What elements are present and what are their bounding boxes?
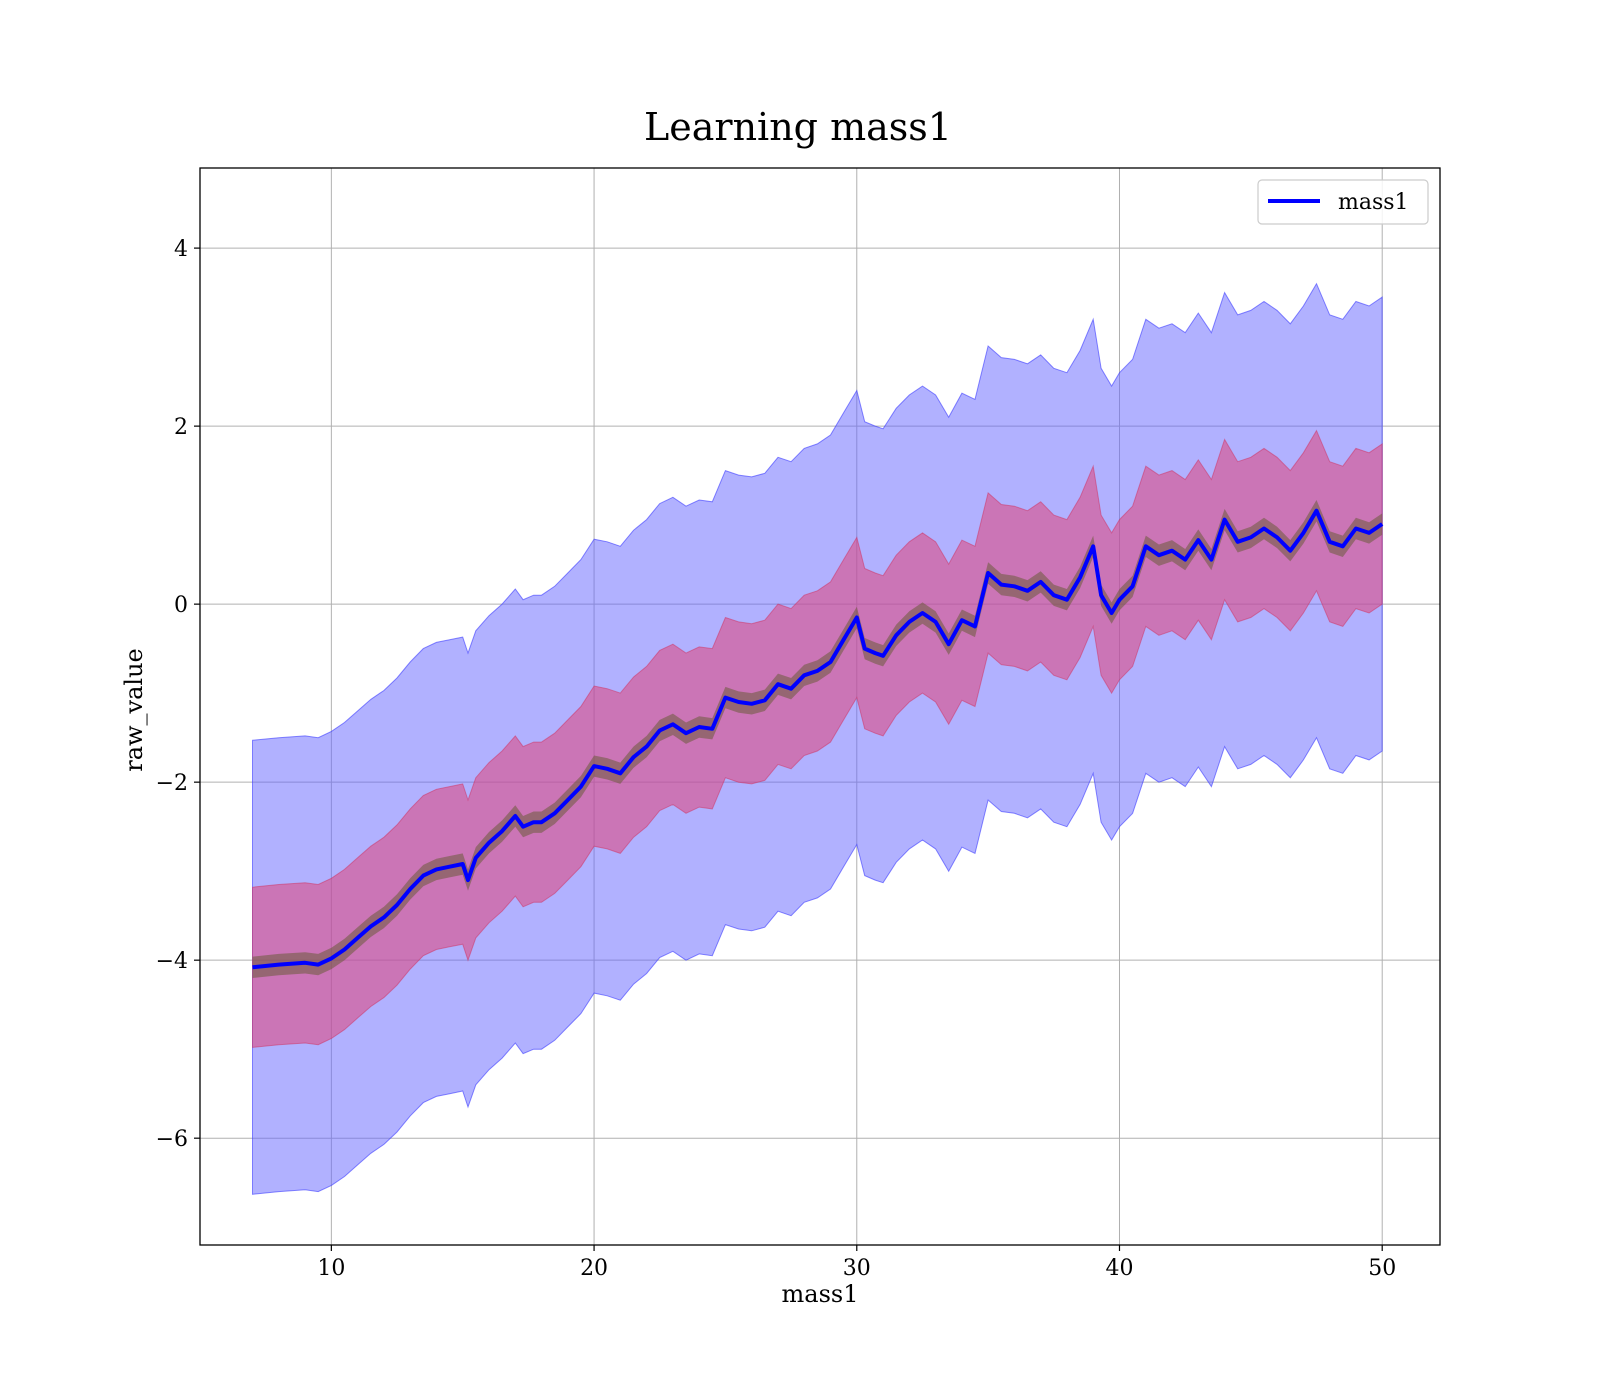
y-tick-label: −4 (156, 949, 188, 974)
x-axis-label: mass1 (782, 1280, 859, 1308)
x-tick-label: 40 (1105, 1256, 1133, 1281)
y-axis-label: raw_value (120, 648, 148, 772)
legend: mass1 (1257, 179, 1429, 225)
y-tick-label: −6 (156, 1127, 188, 1152)
series-line-mass1 (252, 508, 1384, 970)
y-tick-label: 2 (174, 415, 188, 440)
y-axis-ticks: −6 −4 −2 0 2 4 (156, 237, 200, 1152)
y-tick-label: 4 (174, 237, 188, 262)
chart-title: Learning mass1 (644, 105, 952, 149)
plot-frame (199, 167, 1441, 1246)
legend-box (1257, 179, 1429, 225)
x-tick-label: 50 (1368, 1256, 1396, 1281)
x-tick-label: 30 (843, 1256, 871, 1281)
y-tick-label: −2 (156, 771, 188, 796)
x-tick-label: 10 (317, 1256, 345, 1281)
x-axis-ticks: 10 20 30 40 50 (317, 1245, 1396, 1281)
plot-area (199, 167, 1441, 1246)
legend-label-mass1: mass1 (1338, 190, 1409, 215)
series-lines (252, 508, 1384, 970)
x-tick-label: 20 (580, 1256, 608, 1281)
y-tick-label: 0 (174, 593, 188, 618)
